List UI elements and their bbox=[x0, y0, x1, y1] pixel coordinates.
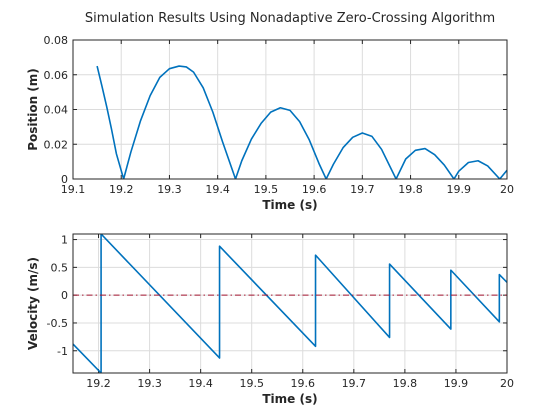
position-x-tick-label: 19.8 bbox=[398, 183, 423, 196]
velocity-y-tick-label: -1 bbox=[57, 345, 68, 358]
position-x-tick-label: 20 bbox=[500, 183, 514, 196]
velocity-y-tick-label: 1 bbox=[61, 234, 68, 247]
velocity-y-axis-label: Velocity (m/s) bbox=[26, 257, 40, 350]
position-y-axis-label: Position (m) bbox=[26, 68, 40, 151]
velocity-series-line bbox=[73, 234, 507, 373]
velocity-y-tick-label: 0.5 bbox=[51, 261, 69, 274]
position-x-tick-label: 19.1 bbox=[61, 183, 86, 196]
velocity-y-tick-label: 0 bbox=[61, 289, 68, 302]
velocity-y-tick-label: -0.5 bbox=[47, 317, 68, 330]
velocity-x-tick-label: 19.8 bbox=[393, 377, 418, 390]
velocity-x-tick-label: 20 bbox=[500, 377, 514, 390]
position-plot: 19.1 19.2 19.3 19.4 19.5 19.6 19.7 19.8 19.9 20 0 0… bbox=[26, 34, 514, 212]
position-x-tick-label: 19.3 bbox=[157, 183, 182, 196]
figure-title: Simulation Results Using Nonadaptive Zer… bbox=[85, 11, 495, 26]
position-y-tick-label: 0.04 bbox=[44, 104, 69, 117]
velocity-plot: 19.2 19.3 19.4 19.5 19.6 19.7 19.8 19.9 20 -1 -0.5… bbox=[26, 233, 514, 406]
velocity-x-tick-label: 19.7 bbox=[342, 377, 367, 390]
position-x-tick-label: 19.7 bbox=[350, 183, 375, 196]
velocity-x-tick-label: 19.2 bbox=[86, 377, 111, 390]
velocity-x-tick-label: 19.3 bbox=[137, 377, 162, 390]
position-x-tick-label: 19.9 bbox=[447, 183, 472, 196]
velocity-x-tick-label: 19.6 bbox=[291, 377, 316, 390]
velocity-axes-background bbox=[73, 234, 507, 373]
velocity-x-axis-label: Time (s) bbox=[262, 392, 317, 406]
velocity-x-tick-label: 19.4 bbox=[188, 377, 213, 390]
velocity-x-tick-label: 19.5 bbox=[239, 377, 264, 390]
position-axes-frame bbox=[72, 39, 508, 180]
position-x-axis-label: Time (s) bbox=[262, 198, 317, 212]
velocity-x-tick-label: 19.9 bbox=[444, 377, 469, 390]
position-x-tick-label: 19.5 bbox=[254, 183, 279, 196]
position-series-line bbox=[96, 65, 507, 179]
velocity-axes-frame bbox=[72, 233, 508, 374]
position-y-tick-label: 0.08 bbox=[44, 34, 69, 47]
position-x-tick-label: 19.6 bbox=[302, 183, 327, 196]
position-x-tick-label: 19.2 bbox=[109, 183, 134, 196]
position-y-tick-label: 0.06 bbox=[44, 69, 69, 82]
position-x-tick-label: 19.4 bbox=[205, 183, 230, 196]
position-y-tick-label: 0.02 bbox=[44, 138, 69, 151]
position-y-tick-label: 0 bbox=[61, 173, 68, 186]
